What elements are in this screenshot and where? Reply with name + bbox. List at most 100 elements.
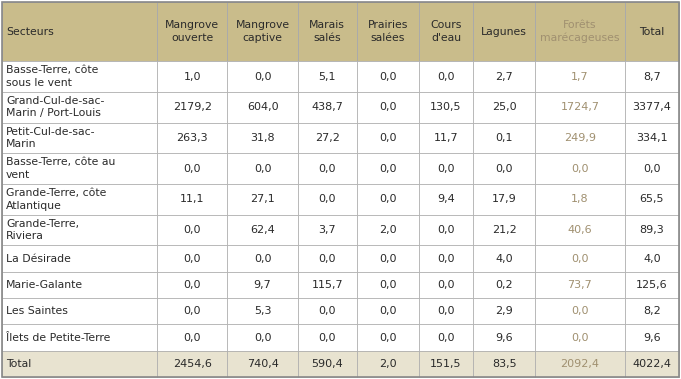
Bar bbox=[624, 61, 679, 92]
Bar bbox=[227, 246, 298, 272]
Bar bbox=[419, 246, 473, 272]
Bar bbox=[2, 2, 157, 61]
Text: 2,7: 2,7 bbox=[495, 72, 513, 81]
Bar bbox=[157, 351, 227, 377]
Bar bbox=[227, 324, 298, 351]
Bar bbox=[624, 272, 679, 298]
Text: 0,0: 0,0 bbox=[379, 332, 396, 343]
Text: 27,1: 27,1 bbox=[250, 194, 275, 204]
Text: 0,0: 0,0 bbox=[496, 164, 513, 174]
Text: 27,2: 27,2 bbox=[315, 133, 340, 143]
Bar bbox=[227, 215, 298, 246]
Bar bbox=[298, 153, 357, 184]
Text: 4022,4: 4022,4 bbox=[632, 359, 671, 369]
Bar bbox=[2, 351, 157, 377]
Text: 1,7: 1,7 bbox=[571, 72, 588, 81]
Text: Mangrove
captive: Mangrove captive bbox=[236, 20, 289, 43]
Bar bbox=[157, 61, 227, 92]
Bar bbox=[419, 2, 473, 61]
Bar bbox=[2, 215, 157, 246]
Text: 11,1: 11,1 bbox=[180, 194, 204, 204]
Text: 0,0: 0,0 bbox=[379, 102, 396, 112]
Text: 0,0: 0,0 bbox=[379, 306, 396, 316]
Text: 0,2: 0,2 bbox=[496, 280, 513, 290]
Bar bbox=[624, 351, 679, 377]
Text: 1724,7: 1724,7 bbox=[560, 102, 599, 112]
Text: 0,0: 0,0 bbox=[379, 280, 396, 290]
Bar bbox=[535, 351, 624, 377]
Bar bbox=[157, 246, 227, 272]
Text: 4,0: 4,0 bbox=[496, 254, 513, 263]
Bar bbox=[473, 153, 535, 184]
Bar bbox=[473, 184, 535, 215]
Text: 65,5: 65,5 bbox=[639, 194, 664, 204]
Text: 0,0: 0,0 bbox=[379, 194, 396, 204]
Text: Marais
salés: Marais salés bbox=[309, 20, 345, 43]
Text: 0,0: 0,0 bbox=[437, 254, 455, 263]
Bar bbox=[227, 61, 298, 92]
Bar bbox=[624, 246, 679, 272]
Text: 0,0: 0,0 bbox=[183, 332, 201, 343]
Text: 0,0: 0,0 bbox=[319, 164, 336, 174]
Text: 249,9: 249,9 bbox=[564, 133, 596, 143]
Bar bbox=[298, 246, 357, 272]
Bar bbox=[357, 351, 419, 377]
Text: Basse-Terre, côte
sous le vent: Basse-Terre, côte sous le vent bbox=[6, 65, 98, 88]
Text: 62,4: 62,4 bbox=[250, 225, 275, 235]
Bar bbox=[157, 272, 227, 298]
Bar bbox=[357, 215, 419, 246]
Bar bbox=[227, 351, 298, 377]
Text: 0,0: 0,0 bbox=[379, 164, 396, 174]
Text: 2,9: 2,9 bbox=[495, 306, 513, 316]
Bar bbox=[298, 351, 357, 377]
Bar bbox=[535, 61, 624, 92]
Bar bbox=[227, 153, 298, 184]
Text: 8,2: 8,2 bbox=[643, 306, 661, 316]
Bar bbox=[419, 61, 473, 92]
Text: 0,0: 0,0 bbox=[319, 332, 336, 343]
Bar bbox=[298, 272, 357, 298]
Bar bbox=[357, 153, 419, 184]
Text: 11,7: 11,7 bbox=[434, 133, 458, 143]
Bar bbox=[419, 272, 473, 298]
Bar bbox=[227, 2, 298, 61]
Bar bbox=[157, 153, 227, 184]
Text: 21,2: 21,2 bbox=[492, 225, 517, 235]
Bar bbox=[624, 123, 679, 153]
Bar bbox=[535, 153, 624, 184]
Text: 17,9: 17,9 bbox=[492, 194, 517, 204]
Bar bbox=[298, 324, 357, 351]
Text: 740,4: 740,4 bbox=[247, 359, 279, 369]
Text: 2454,6: 2454,6 bbox=[173, 359, 212, 369]
Bar bbox=[624, 324, 679, 351]
Text: 73,7: 73,7 bbox=[567, 280, 592, 290]
Bar bbox=[419, 351, 473, 377]
Bar bbox=[473, 246, 535, 272]
Text: 0,0: 0,0 bbox=[319, 306, 336, 316]
Text: 0,0: 0,0 bbox=[437, 280, 455, 290]
Bar bbox=[535, 215, 624, 246]
Text: 0,0: 0,0 bbox=[254, 72, 271, 81]
Text: 0,0: 0,0 bbox=[437, 332, 455, 343]
Text: 125,6: 125,6 bbox=[636, 280, 667, 290]
Text: Basse-Terre, côte au
vent: Basse-Terre, côte au vent bbox=[6, 157, 115, 180]
Text: 604,0: 604,0 bbox=[247, 102, 279, 112]
Bar bbox=[473, 351, 535, 377]
Bar bbox=[2, 272, 157, 298]
Text: 3,7: 3,7 bbox=[319, 225, 336, 235]
Text: 4,0: 4,0 bbox=[643, 254, 661, 263]
Text: 0,0: 0,0 bbox=[437, 306, 455, 316]
Bar bbox=[2, 298, 157, 324]
Text: 9,4: 9,4 bbox=[437, 194, 455, 204]
Bar bbox=[419, 92, 473, 123]
Bar bbox=[227, 298, 298, 324]
Bar bbox=[227, 272, 298, 298]
Bar bbox=[357, 246, 419, 272]
Text: 2,0: 2,0 bbox=[379, 225, 396, 235]
Text: 0,0: 0,0 bbox=[643, 164, 661, 174]
Bar bbox=[2, 184, 157, 215]
Text: Les Saintes: Les Saintes bbox=[6, 306, 68, 316]
Text: 0,0: 0,0 bbox=[183, 280, 201, 290]
Text: Grande-Terre, côte
Atlantique: Grande-Terre, côte Atlantique bbox=[6, 188, 106, 211]
Text: 5,1: 5,1 bbox=[319, 72, 336, 81]
